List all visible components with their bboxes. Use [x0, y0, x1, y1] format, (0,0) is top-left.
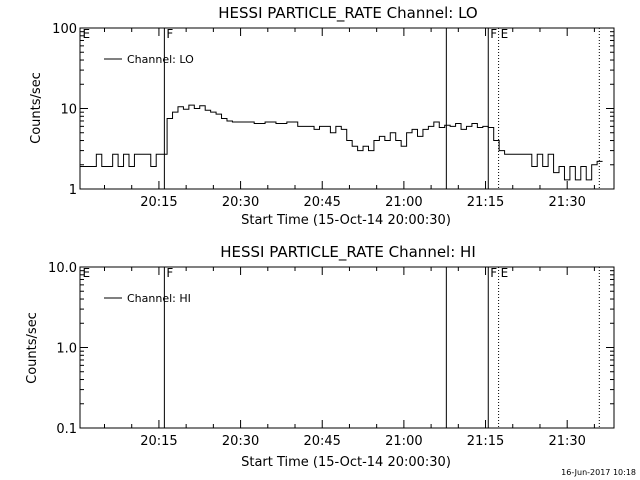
- hi-legend-label: Channel: HI: [127, 292, 191, 305]
- lo-x-tick-label: 20:45: [303, 195, 340, 210]
- lo-legend-label: Channel: LO: [127, 53, 194, 66]
- hi-x-tick-label: 21:00: [385, 434, 422, 449]
- lo-chart-title: HESSI PARTICLE_RATE Channel: LO: [218, 4, 477, 23]
- lo-y-axis-label: Counts/sec: [29, 72, 44, 144]
- lo-event-marker-label: E: [501, 27, 509, 41]
- lo-series-line: [80, 104, 603, 181]
- lo-x-tick-label: 21:00: [385, 195, 422, 210]
- hi-event-marker-label: F: [490, 266, 497, 280]
- lo-y-tick-label: 10: [60, 103, 77, 118]
- hi-x-axis-label: Start Time (15-Oct-14 20:00:30): [241, 455, 451, 470]
- lo-x-tick-label: 20:15: [140, 195, 177, 210]
- lo-x-tick-label: 20:30: [222, 195, 259, 210]
- hi-x-tick-label: 20:30: [222, 434, 259, 449]
- hi-y-tick-label: 1.0: [56, 342, 77, 357]
- hi-chart-title: HESSI PARTICLE_RATE Channel: HI: [220, 243, 476, 262]
- hi-event-marker-label: E: [501, 266, 509, 280]
- lo-y-tick-label: 1: [69, 183, 77, 198]
- lo-event-marker-label: F: [490, 27, 497, 41]
- hi-x-tick-label: 21:15: [467, 434, 504, 449]
- hi-x-tick-label: 21:30: [548, 434, 585, 449]
- lo-event-marker-label: E: [83, 27, 91, 41]
- lo-legend: Channel: LO: [104, 53, 194, 66]
- hi-y-tick-label: 0.1: [56, 422, 77, 437]
- hi-event-marker-label: F: [166, 266, 173, 280]
- hi-y-tick-label: 10.0: [48, 261, 77, 276]
- lo-y-tick-label: 100: [52, 22, 77, 37]
- hi-x-tick-label: 20:15: [140, 434, 177, 449]
- lo-x-tick-label: 21:30: [548, 195, 585, 210]
- hi-y-axis-label: Counts/sec: [25, 312, 40, 384]
- footer-timestamp: 16-Jun-2017 10:18: [561, 468, 636, 477]
- lo-x-tick-label: 21:15: [467, 195, 504, 210]
- hi-legend: Channel: HI: [104, 292, 191, 305]
- lo-x-axis-label: Start Time (15-Oct-14 20:00:30): [241, 213, 451, 228]
- hi-event-marker-label: E: [83, 266, 91, 280]
- hi-x-tick-label: 20:45: [303, 434, 340, 449]
- lo-event-marker-label: F: [166, 27, 173, 41]
